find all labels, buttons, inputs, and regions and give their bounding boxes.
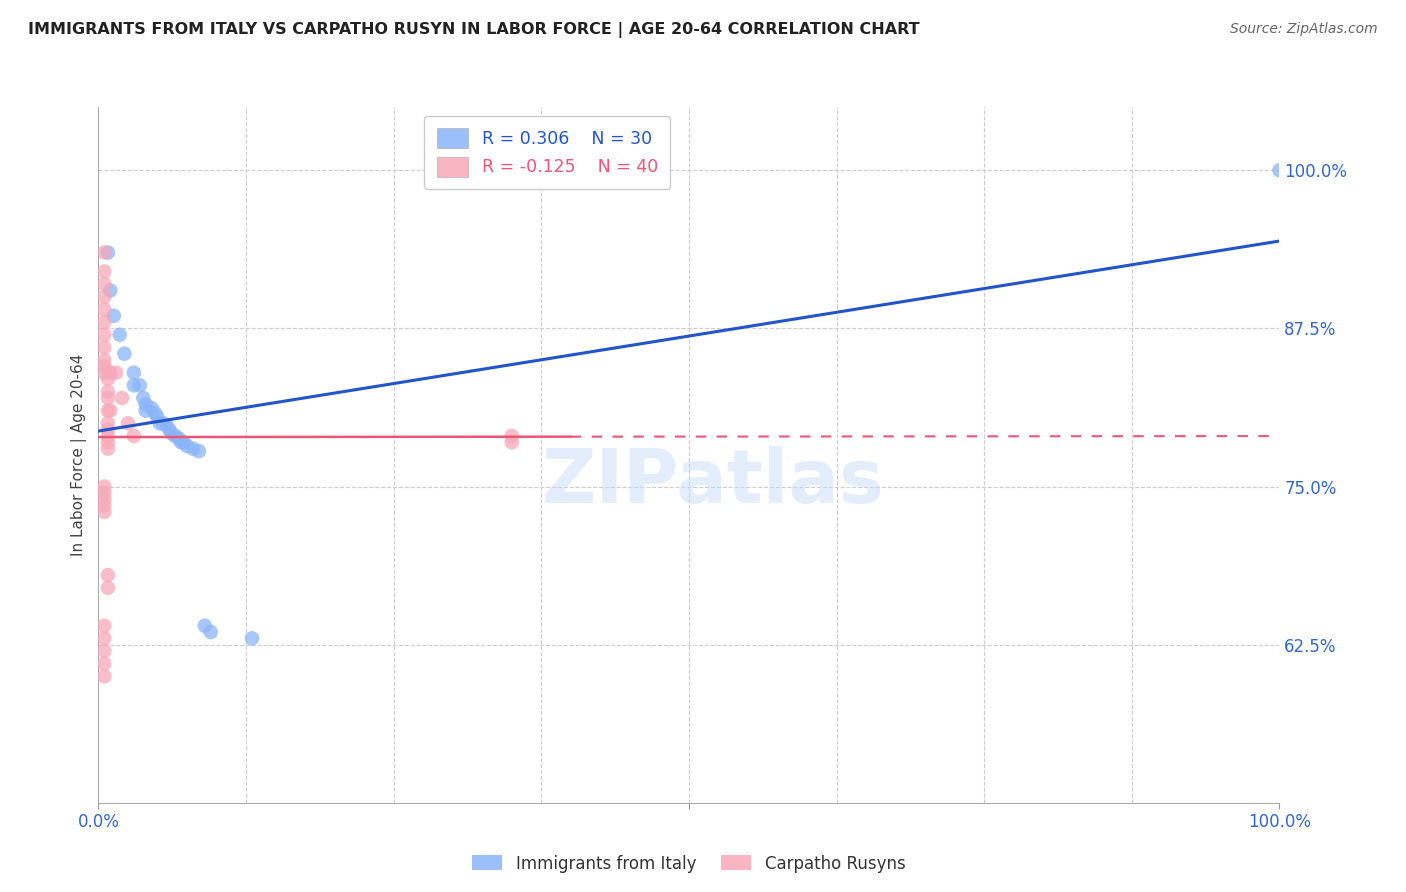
Point (152, 417, 174, 431)
Legend: R = 0.306    N = 30, R = -0.125    N = 40: R = 0.306 N = 30, R = -0.125 N = 40 (425, 116, 671, 189)
Point (200, 625, 222, 640)
Point (501, 429, 523, 443)
Point (97, 403, 120, 417)
Point (194, 618, 217, 632)
Point (122, 378, 145, 392)
Point (97, 581, 120, 595)
Point (111, 391, 134, 405)
Point (105, 366, 128, 380)
Point (97, 391, 120, 405)
Point (97, 423, 120, 437)
Point (187, 444, 209, 458)
Point (93, 492, 115, 507)
Point (97, 429, 120, 443)
Point (146, 409, 169, 424)
Point (240, 632, 263, 646)
Point (93, 486, 115, 500)
Point (122, 366, 145, 380)
Point (93, 315, 115, 329)
Point (93, 644, 115, 658)
Point (103, 309, 125, 323)
Point (93, 366, 115, 380)
Point (176, 439, 198, 453)
Point (93, 359, 115, 374)
Text: IMMIGRANTS FROM ITALY VS CARPATHO RUSYN IN LABOR FORCE | AGE 20-64 CORRELATION C: IMMIGRANTS FROM ITALY VS CARPATHO RUSYN … (28, 22, 920, 38)
Point (98, 284, 121, 298)
Point (93, 657, 115, 671)
Point (93, 277, 115, 292)
Point (170, 435, 193, 450)
Point (93, 353, 115, 368)
Point (93, 632, 115, 646)
Point (141, 401, 163, 416)
Point (172, 435, 194, 450)
Y-axis label: In Labor Force | Age 20-64: In Labor Force | Age 20-64 (72, 354, 87, 556)
Point (93, 618, 115, 632)
Point (93, 479, 115, 493)
Point (98, 366, 121, 380)
Point (1268, 163, 1291, 178)
Text: Source: ZipAtlas.com: Source: ZipAtlas.com (1230, 22, 1378, 37)
Point (501, 435, 523, 450)
Point (122, 429, 145, 443)
Point (165, 429, 187, 443)
Text: ZIPatlas: ZIPatlas (541, 446, 884, 519)
Point (112, 347, 135, 361)
Point (93, 499, 115, 513)
Point (167, 432, 190, 446)
Point (97, 245, 120, 260)
Point (93, 327, 115, 342)
Point (157, 423, 180, 437)
Point (149, 417, 172, 431)
Point (160, 426, 183, 441)
Point (97, 442, 120, 456)
Point (98, 403, 121, 417)
Point (143, 406, 166, 420)
Point (156, 418, 179, 433)
Point (97, 568, 120, 582)
Point (93, 669, 115, 683)
Point (93, 302, 115, 317)
Point (128, 378, 150, 392)
Point (97, 384, 120, 399)
Point (93, 245, 115, 260)
Point (93, 340, 115, 354)
Point (135, 403, 157, 417)
Point (181, 442, 204, 456)
Point (93, 290, 115, 304)
Legend: Immigrants from Italy, Carpatho Rusyns: Immigrants from Italy, Carpatho Rusyns (465, 848, 912, 880)
Point (108, 327, 131, 342)
Point (135, 397, 157, 411)
Point (97, 417, 120, 431)
Point (93, 264, 115, 278)
Point (132, 391, 155, 405)
Point (97, 435, 120, 450)
Point (117, 417, 139, 431)
Point (97, 372, 120, 386)
Point (93, 505, 115, 519)
